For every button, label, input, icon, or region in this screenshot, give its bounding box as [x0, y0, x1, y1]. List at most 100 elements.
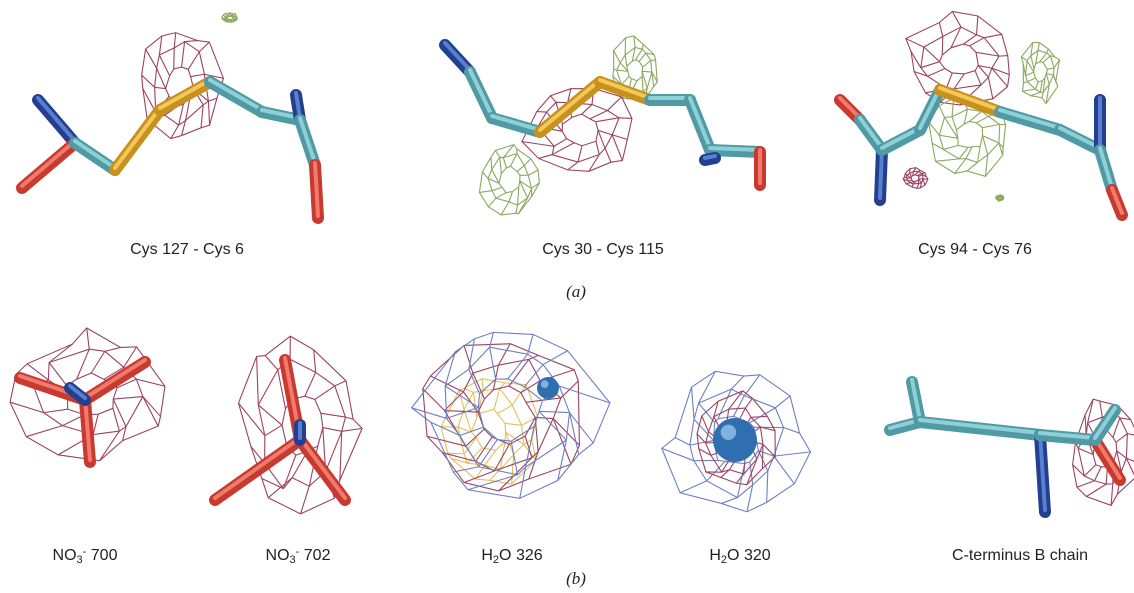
mesh-edge — [222, 18, 224, 19]
mesh-edge — [582, 105, 592, 115]
mesh-edge — [257, 356, 259, 405]
mesh-edge — [146, 49, 157, 68]
mesh-edge — [157, 68, 166, 88]
mesh-edge — [614, 69, 617, 70]
caption-part: Cys 94 - Cys 76 — [918, 241, 1032, 258]
mesh-edge — [1040, 81, 1042, 93]
mesh-edge — [482, 172, 488, 179]
mesh-edge — [223, 15, 225, 17]
mesh-edge — [559, 386, 610, 403]
mesh-edge — [188, 52, 199, 70]
mesh-edge — [495, 150, 499, 157]
mesh-edge — [642, 44, 643, 49]
density-mesh — [412, 332, 610, 498]
mesh-edge — [315, 386, 335, 400]
mesh-edge — [301, 486, 310, 514]
mesh-edge — [983, 136, 999, 143]
mesh-edge — [998, 195, 999, 196]
mesh-edge — [612, 135, 622, 161]
mesh-edge — [490, 347, 496, 379]
mesh-edge — [939, 23, 942, 37]
mesh-edge — [537, 112, 547, 113]
mesh-edge — [323, 428, 342, 432]
mesh-edge — [680, 481, 707, 493]
mesh-ring — [1034, 62, 1048, 82]
mesh-edge — [692, 387, 694, 419]
mesh-edge — [909, 180, 912, 181]
mesh-edge — [639, 53, 646, 61]
figure: (a) (b) Cys 127 - Cys 6Cys 30 - Cys 115C… — [0, 0, 1134, 593]
mesh-edge — [736, 474, 743, 483]
mesh-edge — [944, 145, 959, 149]
mesh-edge — [996, 196, 997, 197]
mesh-ring — [939, 109, 999, 162]
mesh-edge — [87, 328, 90, 349]
mesh-edge — [199, 42, 209, 52]
mesh-edge — [621, 76, 629, 84]
mesh-edge — [423, 389, 445, 411]
mesh-edge — [922, 173, 925, 174]
mesh-edge — [675, 438, 690, 445]
mesh-edge — [518, 187, 519, 205]
mesh-edge — [412, 408, 447, 419]
density-mesh — [222, 13, 238, 22]
mesh-edge — [910, 174, 912, 177]
mesh-edge — [208, 101, 209, 125]
mesh-edge — [233, 17, 235, 18]
mesh-edge — [516, 205, 518, 213]
mesh-edge — [784, 428, 800, 434]
mesh-edge — [1023, 82, 1027, 83]
mesh-edge — [568, 162, 578, 170]
caption: C-terminus B chain — [952, 547, 1088, 564]
mesh-edge — [642, 77, 643, 92]
mesh-edge — [910, 182, 913, 183]
mesh-edge — [539, 411, 566, 440]
mesh-edge — [458, 427, 471, 432]
mesh-edge — [762, 444, 763, 468]
mesh-edge — [985, 155, 987, 177]
mesh-edge — [185, 41, 198, 42]
mesh-ring — [562, 114, 598, 146]
mesh-edge — [975, 71, 981, 85]
mesh-edge — [335, 381, 346, 386]
mesh-edge — [91, 351, 105, 373]
bond-highlight — [705, 156, 715, 158]
mesh-edge — [612, 135, 627, 140]
mesh-edge — [954, 74, 964, 89]
panel-label: (a) — [566, 282, 586, 301]
mesh-edge — [939, 135, 958, 138]
mesh-edge — [550, 96, 556, 103]
mesh-edge — [917, 183, 919, 188]
mesh-ring — [627, 60, 643, 81]
mesh-edge — [912, 184, 913, 187]
mesh-edge — [999, 56, 1008, 57]
mesh-edge — [497, 405, 512, 414]
mesh-ring — [488, 154, 531, 205]
mesh-edge — [999, 200, 1000, 201]
mesh-edge — [721, 498, 737, 504]
mesh-edge — [1035, 82, 1038, 89]
mesh-edge — [1001, 196, 1002, 197]
mesh-edge — [1127, 434, 1134, 436]
caption-part: Cys 127 - Cys 6 — [130, 241, 244, 258]
density-mesh — [1021, 42, 1059, 103]
mesh-edge — [751, 416, 767, 417]
mesh-edge — [1088, 399, 1094, 423]
mesh-edge — [479, 191, 492, 193]
mesh-edge — [607, 97, 621, 111]
mesh-edge — [265, 425, 282, 435]
mesh-edge — [235, 16, 236, 17]
mesh-edge — [1027, 78, 1035, 82]
mesh-edge — [699, 371, 716, 403]
mesh-edge — [996, 198, 998, 199]
mesh-edge — [952, 11, 961, 26]
caption: Cys 127 - Cys 6 — [130, 241, 244, 258]
mesh-edge — [617, 70, 628, 71]
mesh-edge — [982, 124, 999, 127]
mesh-edge — [340, 431, 342, 480]
panel-label: (b) — [566, 569, 586, 588]
mesh-edge — [919, 170, 920, 171]
mesh-edge — [265, 356, 278, 370]
mesh-edge — [155, 87, 166, 88]
mesh-edge — [466, 429, 484, 446]
